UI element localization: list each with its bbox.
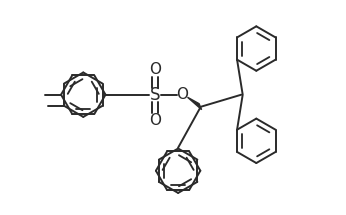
Text: O: O xyxy=(176,87,189,102)
Text: O: O xyxy=(149,113,161,128)
Text: S: S xyxy=(150,86,160,104)
Polygon shape xyxy=(188,97,202,110)
Text: O: O xyxy=(149,61,161,77)
